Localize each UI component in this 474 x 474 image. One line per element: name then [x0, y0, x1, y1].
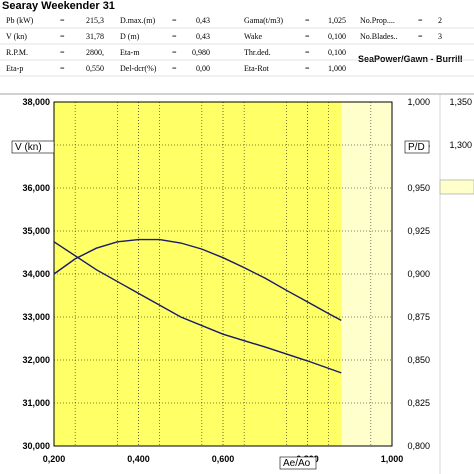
param-label: Del-dcr(%)	[120, 64, 157, 73]
param-equals: =	[60, 48, 65, 57]
secondary-legend-swatch	[439, 179, 474, 195]
y-left-tick-label: 30,000	[22, 441, 50, 451]
param-value: 1,000	[328, 64, 346, 73]
series-line-2	[53, 241, 342, 374]
y-right-axis-label: P/D	[408, 142, 425, 153]
param-label: No.Prop....	[360, 16, 395, 25]
param-value: 31,78	[86, 32, 104, 41]
x-tick-label: 0,400	[127, 454, 150, 464]
x-axis-label: Ae/Ao	[283, 458, 311, 469]
param-value: 3	[438, 32, 442, 41]
y-left-tick-label: 34,000	[22, 269, 50, 279]
param-equals: =	[305, 32, 310, 41]
y-left-tick-label: 33,000	[22, 312, 50, 322]
param-value: 0,550	[86, 64, 104, 73]
y-right-tick-label: 0,900	[407, 269, 430, 279]
param-value: 0,980	[192, 48, 210, 57]
y-left-tick-label: 31,000	[22, 398, 50, 408]
param-equals: =	[305, 64, 310, 73]
y-right-tick-label: 0,825	[407, 398, 430, 408]
x-tick-label: 1,000	[381, 454, 404, 464]
method-credit: SeaPower/Gawn - Burrill	[358, 54, 463, 64]
y-right-tick-label: 0,950	[407, 183, 430, 193]
y-right-axis-label-box	[404, 140, 430, 154]
param-label: D.max.(m)	[120, 16, 156, 25]
param-equals: =	[305, 48, 310, 57]
y-left-tick-label: 36,000	[22, 183, 50, 193]
param-value: 0,100	[328, 48, 346, 57]
y-right-tick-label: 0,875	[407, 312, 430, 322]
param-label: V (kn)	[6, 32, 27, 41]
y-far-right-tick-label: 1,300	[449, 140, 472, 150]
param-value: 0,43	[196, 32, 210, 41]
x-tick-label: 0,600	[212, 454, 235, 464]
y-left-tick-label: 32,000	[22, 355, 50, 365]
param-value: 215,3	[86, 16, 104, 25]
param-label: R.P.M.	[6, 48, 29, 57]
param-value: 0,43	[196, 16, 210, 25]
param-label: D (m)	[120, 32, 140, 41]
param-label: Eta-Rot	[244, 64, 269, 73]
y-left-tick-label: 35,000	[22, 226, 50, 236]
param-equals: =	[305, 16, 310, 25]
x-tick-label: 0,200	[43, 454, 66, 464]
param-equals: =	[172, 64, 177, 73]
y-left-axis-label: V (kn)	[15, 142, 42, 153]
x-axis-label-box	[279, 456, 317, 470]
param-equals: =	[60, 16, 65, 25]
param-label: Thr.ded.	[244, 48, 271, 57]
y-right-tick-label: 0,850	[407, 355, 430, 365]
plot-shaded-region	[54, 102, 342, 446]
parameter-table: Pb (kW) = 215,3 V (kn) = 31,78 R.P.M. = 2800, Eta…	[0, 14, 474, 94]
param-value: 0,100	[328, 32, 346, 41]
param-label: No.Blades..	[360, 32, 398, 41]
param-equals: =	[172, 32, 177, 41]
param-equals: =	[172, 48, 177, 57]
y-right-tick-label: 0,925	[407, 226, 430, 236]
param-label: Pb (kW)	[6, 16, 34, 25]
param-value: 0,00	[196, 64, 210, 73]
param-label: Eta-m	[120, 48, 140, 57]
param-equals: =	[60, 32, 65, 41]
param-equals: =	[172, 16, 177, 25]
param-equals: =	[60, 64, 65, 73]
y-far-right-tick-label: 1,350	[449, 97, 472, 107]
param-label: Gama(t/m3)	[244, 16, 284, 25]
param-value: 1,025	[328, 16, 346, 25]
param-label: Eta-p	[6, 64, 24, 73]
param-value: 2800,	[86, 48, 104, 57]
param-equals: =	[418, 16, 423, 25]
chart-title: Searay Weekender 31	[2, 0, 115, 12]
param-label: Wake	[244, 32, 263, 41]
series-line-1	[53, 238, 342, 322]
y-left-tick-label: 38,000	[22, 97, 50, 107]
y-right-tick-label: 1,000	[407, 97, 430, 107]
y-right-tick-label: 0,800	[407, 441, 430, 451]
y-left-axis-label-box	[11, 140, 55, 154]
param-equals: =	[418, 32, 423, 41]
param-value: 2	[438, 16, 442, 25]
